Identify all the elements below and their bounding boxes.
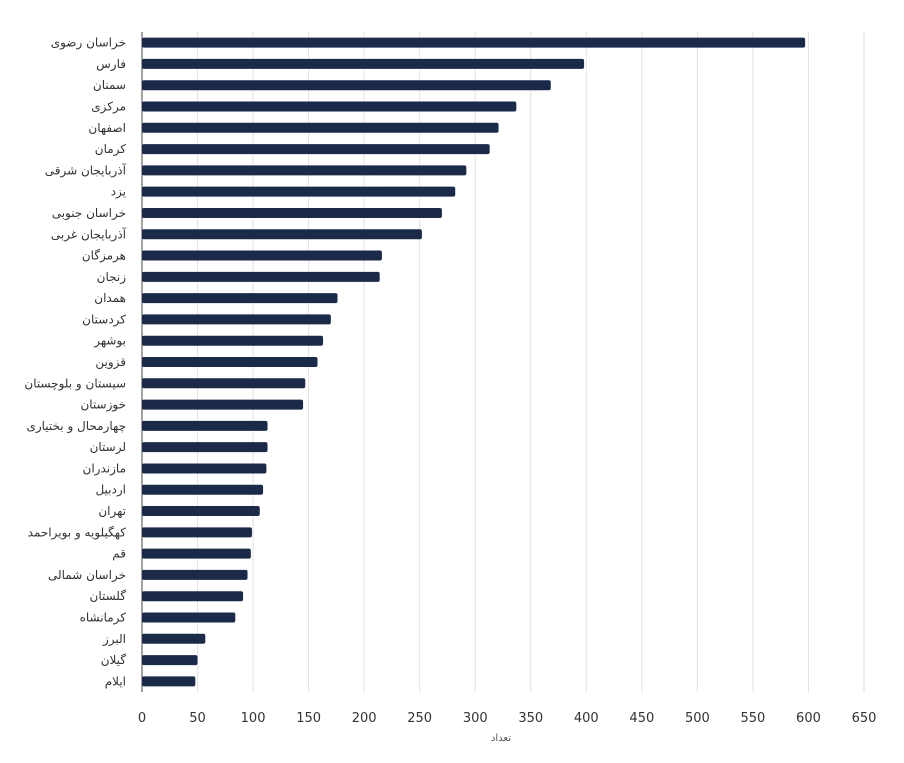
bar bbox=[142, 420, 268, 431]
bar bbox=[142, 633, 206, 644]
bar bbox=[142, 144, 490, 155]
category-label: سیستان و بلوچستان bbox=[24, 376, 126, 391]
category-label: بوشهر bbox=[93, 334, 126, 349]
category-label: فارس bbox=[96, 57, 126, 72]
category-label: اصفهان bbox=[88, 121, 126, 135]
bar bbox=[142, 335, 324, 346]
bar bbox=[142, 548, 251, 559]
bar bbox=[142, 293, 338, 304]
category-label: زنجان bbox=[97, 270, 127, 285]
bar bbox=[142, 463, 267, 474]
bar bbox=[142, 271, 380, 282]
category-label: چهارمحال و بختیاری bbox=[26, 419, 126, 434]
category-label: مرکزی bbox=[91, 100, 126, 115]
category-label: مازندران bbox=[83, 461, 126, 476]
category-label: ایلام bbox=[105, 674, 126, 688]
bar bbox=[142, 569, 248, 580]
x-tick-label: 150 bbox=[296, 711, 321, 726]
bar bbox=[142, 250, 382, 261]
bar bbox=[142, 80, 551, 91]
bar bbox=[142, 186, 456, 197]
category-label: سمنان bbox=[93, 78, 126, 92]
x-tick-label: 350 bbox=[518, 711, 543, 726]
bar bbox=[142, 378, 306, 389]
x-tick-label: 500 bbox=[685, 711, 710, 726]
bar bbox=[142, 207, 442, 218]
category-label: خوزستان bbox=[80, 398, 126, 413]
bar bbox=[142, 506, 260, 517]
bar bbox=[142, 442, 268, 453]
bar bbox=[142, 591, 244, 602]
category-label: هرمزگان bbox=[82, 249, 126, 264]
grid-lines bbox=[197, 32, 865, 692]
category-label: خراسان جنوبی bbox=[52, 206, 126, 221]
category-label: گیلان bbox=[101, 653, 127, 667]
x-tick-label: 250 bbox=[407, 711, 432, 726]
x-tick-label: 600 bbox=[796, 711, 821, 726]
x-tick-label: 100 bbox=[241, 711, 266, 726]
category-label: یزد bbox=[111, 185, 126, 200]
category-label: آذربایجان غربی bbox=[51, 226, 127, 242]
x-tick-label: 50 bbox=[189, 711, 206, 726]
bar bbox=[142, 527, 252, 538]
bar bbox=[142, 122, 499, 133]
category-label: کردستان bbox=[82, 312, 126, 327]
category-label: کهگیلویه و بویراحمد bbox=[28, 525, 127, 540]
bar bbox=[142, 399, 304, 410]
x-tick-labels: 0 50 100 150 200 250 300 350 400 450 500 550 600 650 bbox=[138, 711, 877, 726]
category-label: تهران bbox=[98, 504, 126, 519]
category-labels: خراسان رضوی فارس سمنان مرکزی اصفهان کرمان آذرب… bbox=[24, 36, 126, 689]
x-tick-label: 650 bbox=[852, 711, 877, 726]
category-label: کرمان bbox=[95, 142, 127, 157]
category-label: البرز bbox=[102, 632, 126, 647]
category-label: قم bbox=[112, 547, 126, 561]
x-tick-label: 450 bbox=[629, 711, 654, 726]
x-tick-label: 300 bbox=[463, 711, 488, 726]
bar bbox=[142, 58, 585, 69]
bars-group bbox=[142, 37, 806, 687]
bar bbox=[142, 357, 318, 367]
x-tick-label: 400 bbox=[574, 711, 599, 726]
bar bbox=[142, 612, 236, 623]
bar bbox=[142, 229, 422, 240]
category-label: قزوین bbox=[95, 355, 126, 370]
category-label: گلستان bbox=[90, 589, 127, 603]
bar bbox=[142, 165, 467, 176]
bar bbox=[142, 101, 517, 112]
category-label: لرستان bbox=[90, 440, 126, 455]
category-label: اردبیل bbox=[95, 483, 126, 498]
bar bbox=[142, 676, 196, 687]
category-label: خراسان رضوی bbox=[51, 36, 126, 51]
bar bbox=[142, 655, 198, 666]
bar bbox=[142, 37, 806, 48]
x-tick-label: 550 bbox=[741, 711, 766, 726]
x-tick-label: 0 bbox=[138, 711, 146, 726]
category-label: همدان bbox=[94, 291, 126, 305]
category-label: آذربایجان شرقی bbox=[45, 162, 127, 178]
bar bbox=[142, 314, 331, 325]
category-label: کرمانشاه bbox=[80, 610, 127, 625]
category-label: خراسان شمالی bbox=[48, 568, 126, 583]
x-axis-title: تعداد bbox=[491, 733, 511, 744]
x-tick-label: 200 bbox=[352, 711, 377, 726]
bar bbox=[142, 484, 264, 495]
